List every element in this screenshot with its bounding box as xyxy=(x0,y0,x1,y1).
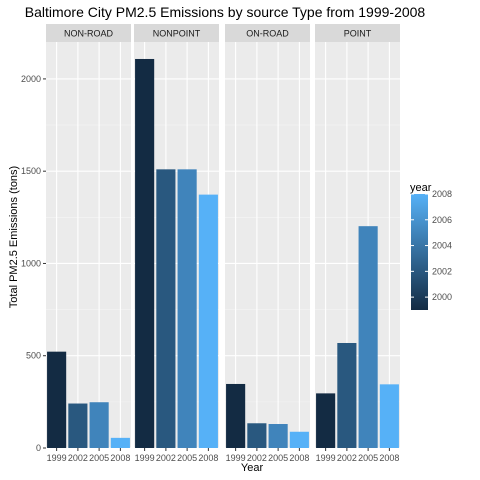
bar xyxy=(89,402,109,448)
y-axis-title: Total PM2.5 Emissions (tons) xyxy=(8,166,20,308)
legend-tick-label: 2008 xyxy=(432,189,452,199)
x-tick-label: 2002 xyxy=(156,453,176,463)
x-tick-label: 2008 xyxy=(110,453,130,463)
facet-strip-label: ON-ROAD xyxy=(246,29,289,39)
bar xyxy=(226,383,246,448)
facet-panel: POINT 1999 2002 2005 2008 xyxy=(315,24,400,463)
bar xyxy=(68,403,88,448)
bar xyxy=(156,169,176,448)
x-tick-label: 1999 xyxy=(316,453,336,463)
x-tick-label: 2002 xyxy=(68,453,88,463)
bar xyxy=(316,393,336,448)
x-tick-label: 2005 xyxy=(177,453,197,463)
y-tick-label: 1500 xyxy=(21,166,41,176)
panel-background xyxy=(225,42,310,448)
facet-strip xyxy=(46,24,131,42)
x-tick-label: 1999 xyxy=(47,453,67,463)
bar xyxy=(337,342,357,448)
bar xyxy=(110,437,130,448)
chart-title: Baltimore City PM2.5 Emissions by source… xyxy=(25,4,426,20)
facet-strip xyxy=(225,24,310,42)
bar xyxy=(289,431,309,448)
x-tick-label: 1999 xyxy=(226,453,246,463)
x-tick-label: 2005 xyxy=(89,453,109,463)
x-tick-label: 2002 xyxy=(337,453,357,463)
facet-strip-label: NON-ROAD xyxy=(64,29,113,39)
facet-panel: ON-ROAD 1999 2002 2005 2008 xyxy=(225,24,310,463)
x-tick-label: 1999 xyxy=(135,453,155,463)
x-tick-label: 2008 xyxy=(379,453,399,463)
facet-strip-label: NONPOINT xyxy=(153,29,201,39)
legend-tick-label: 2002 xyxy=(432,266,452,276)
bar xyxy=(358,226,378,448)
panel-background xyxy=(315,42,400,448)
legend-tick-label: 2006 xyxy=(432,215,452,225)
x-tick-label: 2005 xyxy=(268,453,288,463)
x-tick-label: 2005 xyxy=(358,453,378,463)
legend-tick-label: 2004 xyxy=(432,241,452,251)
x-tick-label: 2002 xyxy=(247,453,267,463)
y-axis: 0 500 1000 1500 2000 xyxy=(21,74,46,453)
y-tick-label: 500 xyxy=(26,351,41,361)
bar xyxy=(47,351,67,448)
facet-strip xyxy=(315,24,400,42)
y-tick-label: 1000 xyxy=(21,258,41,268)
bar xyxy=(177,169,197,448)
legend-title: year xyxy=(410,182,432,194)
facet-panel: NONPOINT 1999 2002 2005 2008 xyxy=(134,24,219,463)
facet-strip xyxy=(134,24,219,42)
legend: year 2000 2002 2004 2006 2008 xyxy=(410,182,452,310)
facet-strip-label: POINT xyxy=(344,29,372,39)
x-axis-title: Year xyxy=(241,462,264,474)
y-tick-label: 2000 xyxy=(21,74,41,84)
facet-panel: NON-ROAD 1999 2002 2005 2008 xyxy=(46,24,131,463)
legend-colorbar xyxy=(411,194,428,310)
y-tick-label: 0 xyxy=(36,443,41,453)
legend-tick-label: 2000 xyxy=(432,292,452,302)
bar xyxy=(268,424,288,448)
bar xyxy=(247,423,267,448)
bar xyxy=(135,58,155,448)
bar xyxy=(198,194,218,448)
x-tick-label: 2008 xyxy=(289,453,309,463)
x-tick-label: 2008 xyxy=(198,453,218,463)
bar xyxy=(379,384,399,448)
